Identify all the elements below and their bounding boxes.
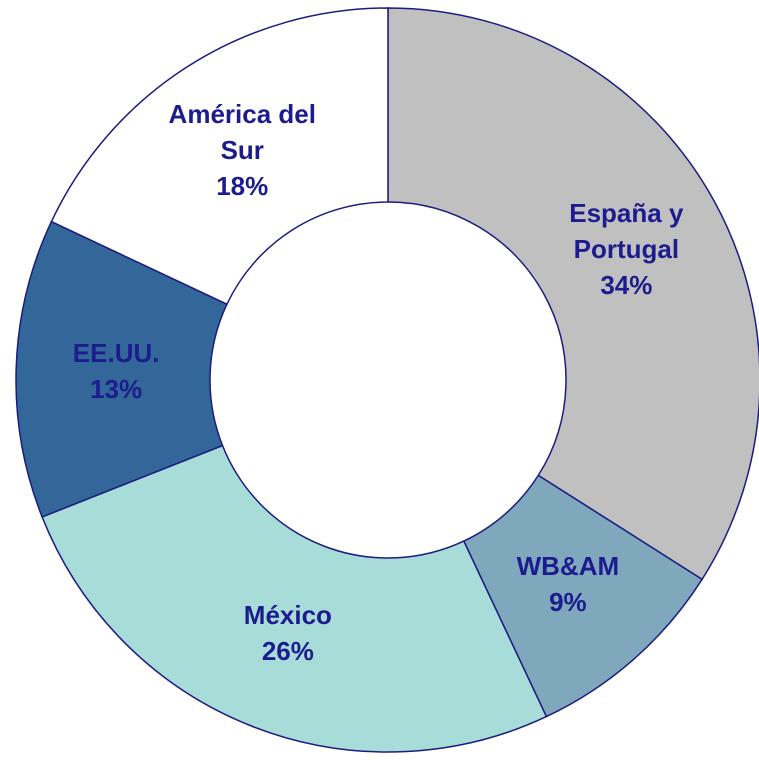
donut-slice	[387, 7, 759, 581]
slice-label: WB&AM 9%	[483, 548, 653, 620]
category-label: EE.UU.	[72, 338, 160, 369]
value-label: 26%	[261, 635, 314, 666]
donut-slice	[41, 444, 548, 753]
value-label: 9%	[549, 587, 587, 618]
value-label: 18%	[216, 171, 269, 202]
slice-label: América del Sur 18%	[157, 96, 327, 204]
slice-label: EE.UU. 13%	[31, 335, 201, 407]
category-label: América del Sur	[168, 99, 316, 166]
value-label: 13%	[90, 374, 143, 405]
category-label: España y Portugal	[569, 197, 684, 264]
slice-label: México 26%	[203, 597, 373, 669]
slice-label: España y Portugal 34%	[541, 195, 711, 303]
value-label: 34%	[600, 269, 653, 300]
category-label: México	[243, 599, 332, 630]
category-label: WB&AM	[516, 551, 620, 582]
donut-slice	[50, 7, 389, 306]
donut-slice	[15, 220, 228, 518]
